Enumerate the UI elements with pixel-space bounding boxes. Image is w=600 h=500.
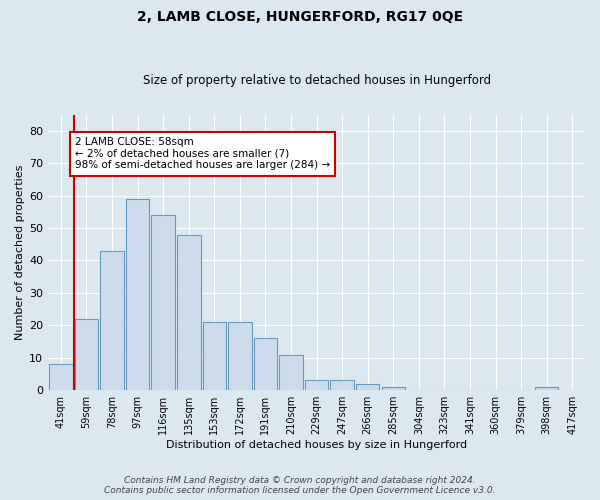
Text: 2, LAMB CLOSE, HUNGERFORD, RG17 0QE: 2, LAMB CLOSE, HUNGERFORD, RG17 0QE	[137, 10, 463, 24]
X-axis label: Distribution of detached houses by size in Hungerford: Distribution of detached houses by size …	[166, 440, 467, 450]
Bar	[228, 322, 251, 390]
Bar	[279, 354, 303, 390]
Bar	[151, 215, 175, 390]
Y-axis label: Number of detached properties: Number of detached properties	[15, 164, 25, 340]
Bar	[382, 387, 405, 390]
Bar	[75, 319, 98, 390]
Bar	[100, 251, 124, 390]
Text: Contains HM Land Registry data © Crown copyright and database right 2024.
Contai: Contains HM Land Registry data © Crown c…	[104, 476, 496, 495]
Bar	[535, 387, 559, 390]
Bar	[356, 384, 379, 390]
Text: 2 LAMB CLOSE: 58sqm
← 2% of detached houses are smaller (7)
98% of semi-detached: 2 LAMB CLOSE: 58sqm ← 2% of detached hou…	[75, 138, 330, 170]
Bar	[331, 380, 354, 390]
Bar	[305, 380, 328, 390]
Bar	[126, 199, 149, 390]
Bar	[203, 322, 226, 390]
Bar	[49, 364, 73, 390]
Title: Size of property relative to detached houses in Hungerford: Size of property relative to detached ho…	[143, 74, 491, 87]
Bar	[254, 338, 277, 390]
Bar	[177, 234, 200, 390]
